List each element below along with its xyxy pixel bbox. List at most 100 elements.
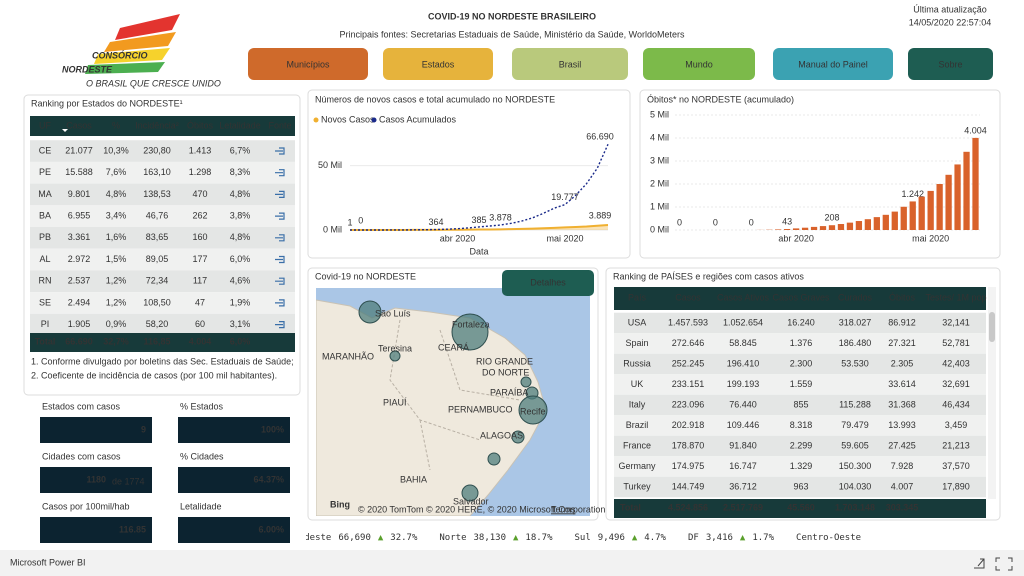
table-header [30,116,295,136]
bar [810,226,818,230]
cell: 60 [195,319,205,329]
ticker-text: Nordeste 66,690 ▲ 32.7% Norte 38,130 ▲ 18.7% Sul… [288,533,861,543]
map-label: Recife [520,406,546,416]
cell: 27.321 [888,338,916,348]
total-cell: 1.703.148 [835,502,875,512]
cell: 252.245 [672,358,705,368]
data-label: 385 [471,215,486,225]
kpi-value: 100% [261,424,284,434]
kpi-box [178,517,290,543]
data-label: 0 [677,217,682,227]
cell: 89,05 [146,254,169,264]
cell: 272.646 [672,338,705,348]
cell: 32,141 [942,317,970,327]
legend-dot [371,117,377,123]
source-link[interactable] [275,277,285,285]
nav-button[interactable] [512,48,628,80]
x-tick-label: mai 2020 [546,233,583,243]
fullscreen-icon[interactable] [995,557,1013,571]
cell: 3,4% [106,210,127,220]
map-bubble [518,395,548,425]
footer-brand: Microsoft Power BI [10,557,86,567]
map [316,288,590,516]
map-label: São Luís [375,308,411,318]
source-link[interactable] [275,169,285,177]
source-link[interactable] [275,147,285,155]
cell: 1.905 [68,319,91,329]
nav-button[interactable] [908,48,993,80]
cell: 1.413 [189,145,212,155]
cell: 855 [793,399,808,409]
ticker-region: Nordeste [288,533,331,543]
map-bubble [389,350,401,362]
nav-label: Estados [422,59,455,69]
bar [900,206,907,230]
cell: 6,0% [230,254,251,264]
panel [307,89,631,259]
nav-button[interactable] [643,48,755,80]
nav-button[interactable] [383,48,493,80]
update-label: Última atualização [913,4,987,14]
table-row [614,435,986,457]
data-label: 43 [782,216,792,226]
cell: Germany [618,461,656,471]
cell: 199.193 [727,379,760,389]
table-title: Ranking por Estados do NORDESTE¹ [31,98,183,108]
nav-button[interactable] [248,48,368,80]
cell: 36.712 [729,481,757,491]
nav-button[interactable] [773,48,893,80]
data-label: 3.889 [589,210,612,220]
cell: BA [39,210,51,220]
column-header: Casos [66,120,92,130]
map-logo: Bing [330,499,350,509]
ticker: Nordeste 66,690 ▲ 32.7% Norte 38,130 ▲ 18.7% Sul… [288,533,861,543]
cell: 52,781 [942,338,970,348]
subtitle: Principais fontes: Secretarias Estaduais… [339,29,685,39]
map-label: RIO GRANDE [476,356,533,366]
source-link[interactable] [275,255,285,264]
data-label: 4.004 [964,125,987,135]
cell: 8.318 [790,420,813,430]
total-cell: 4.004 [189,336,212,346]
kpi-value: 6.00% [258,524,284,534]
cell: 32,691 [942,379,970,389]
table-row [30,161,295,184]
source-link[interactable] [275,299,285,307]
cell: 150.300 [839,461,872,471]
share-icon[interactable] [974,558,985,569]
cell: 1.329 [790,461,813,471]
cell: France [623,440,651,450]
line [350,224,609,231]
cell: 10,3% [103,145,129,155]
bar [972,137,979,230]
y-tick-label: 50 Mil [318,160,342,170]
scroll-thumb [989,312,995,342]
ticker-value: 66,690 [338,533,371,543]
cell: 21.077 [65,145,93,155]
y-tick-label: 0 Mil [650,224,669,234]
cell: 1,2% [106,297,127,307]
ticker-trend: ▲ [740,533,746,543]
cell: 4,8% [230,232,251,242]
source-link[interactable] [275,212,285,220]
bar [918,196,925,230]
sort-arrow [62,129,68,132]
cell: 16.240 [787,317,815,327]
map-bubble [520,376,532,388]
line [350,143,609,231]
bar [775,229,782,230]
source-link[interactable] [275,234,285,242]
details-button[interactable] [502,270,594,296]
cell: Italy [629,399,646,409]
kpi-label: Casos por 100mil/hab [42,501,130,511]
total-cell: Total [35,336,56,346]
nav-label: Sobre [938,59,962,69]
kpi-box [178,467,290,493]
bar [828,225,836,230]
logo [85,14,180,74]
source-link[interactable] [275,321,285,329]
data-label: 0 [358,215,363,225]
cell: RN [39,276,52,286]
total-cell: 2.517.769 [723,502,763,512]
source-link[interactable] [275,190,285,198]
